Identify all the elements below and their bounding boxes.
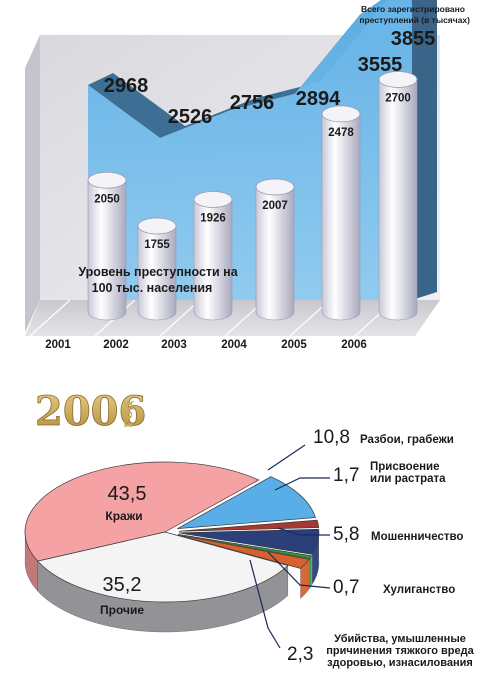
cylinder-value-2001: 2050 (94, 193, 120, 205)
slice-value-prochie: 35,2 (103, 574, 142, 596)
pie-slice-4 (178, 528, 320, 555)
slice-label-prochie: Прочие (100, 603, 144, 617)
floor-line (29, 299, 71, 337)
cylinder-2005: 2478 (321, 105, 361, 321)
slice-value-razboi: 10,8 (313, 427, 350, 448)
slice-label-prisvoenie-1: Присвоение (370, 461, 440, 473)
area-note-line-1: Всего зарегистрировано (361, 4, 465, 14)
area-value-2006: 3855 (391, 28, 436, 50)
area-value-2005: 3555 (358, 54, 403, 76)
side-wall (25, 35, 40, 332)
cylinder-2006: 2700 (378, 71, 418, 321)
area-value-2002: 2526 (168, 106, 213, 128)
slice-label-ubiystva-2: причинения тяжкого вреда (326, 645, 474, 657)
area-value-2004: 2894 (296, 88, 341, 110)
leader-line-4 (277, 527, 330, 536)
year-label: 2006 (35, 388, 146, 435)
pie-rim-3 (309, 555, 312, 590)
cylinder-value-2002: 1755 (144, 239, 170, 251)
pie-slice-5 (178, 519, 320, 532)
x-label-2004: 2004 (221, 339, 247, 351)
slice-label-ubiystva-3: здоровью, изнасилования (327, 657, 473, 669)
cylinder-value-2005: 2478 (328, 127, 354, 139)
cylinder-legend-line-2: 100 тыс. населения (92, 281, 213, 295)
cylinder-2004: 2007 (255, 178, 295, 321)
x-label-2003: 2003 (161, 339, 187, 351)
pie-slice-6 (177, 476, 316, 530)
pie-slice-3 (178, 533, 313, 560)
cylinder-value-2006: 2700 (385, 93, 411, 105)
leader-line-2 (249, 559, 281, 649)
slice-value-ubiystva: 2,3 (287, 644, 313, 665)
cylinder-value-2004: 2007 (262, 200, 288, 212)
area-value-labels: 2968 2526 2756 2894 3555 3855 (104, 28, 436, 128)
area-value-2003: 2756 (230, 92, 275, 114)
x-axis-labels: 2001 2002 2003 2004 2005 2006 (45, 339, 367, 351)
cylinder-legend-line-1: Уровень преступности на (78, 265, 238, 279)
pie-leader-lines (249, 444, 331, 649)
cylinder-2001: 2050 (87, 171, 127, 321)
cylinder-2003: 1926 (193, 191, 233, 321)
year-suffix: год (120, 401, 136, 428)
leader-line-6 (267, 444, 306, 471)
year-heading: 2006 год (35, 388, 147, 436)
x-label-2002: 2002 (103, 339, 129, 351)
cylinder-2002: 1755 (137, 217, 177, 321)
slice-value-khuliganstvo: 0,7 (333, 577, 359, 598)
chart-floor (25, 300, 440, 336)
x-label-2001: 2001 (45, 339, 71, 351)
slice-value-prisvoenie: 1,7 (333, 465, 359, 486)
pie-slice-0 (24, 461, 260, 562)
slice-label-prisvoenie-2: или растрата (370, 473, 446, 485)
x-label-2006: 2006 (341, 339, 367, 351)
area-end-face (412, 0, 437, 300)
x-label-2005: 2005 (281, 339, 307, 351)
cylinder-series: 2050 1755 1926 2007 2478 2700 (87, 71, 418, 321)
floor-line (159, 299, 201, 337)
slice-value-kraji: 43,5 (108, 483, 147, 505)
leader-line-3 (267, 551, 331, 589)
cylinder-value-2003: 1926 (200, 212, 226, 224)
area-value-2001: 2968 (104, 75, 149, 97)
slice-label-ubiystva-1: Убийства, умышленные (334, 633, 466, 645)
pie-slice-1 (37, 531, 289, 603)
slice-label-kraji: Кражи (105, 509, 142, 523)
slice-label-razboi: Разбои, грабежи (360, 434, 454, 446)
pie-chart (24, 461, 320, 633)
area-note-line-2: преступлений (в тысячах) (359, 15, 470, 25)
slice-label-moshennichestvo: Мошенничество (371, 531, 463, 543)
slice-label-khuliganstvo: Хулиганство (383, 584, 455, 596)
leader-line-5 (274, 477, 330, 491)
slice-value-moshennichestvo: 5,8 (333, 524, 359, 545)
